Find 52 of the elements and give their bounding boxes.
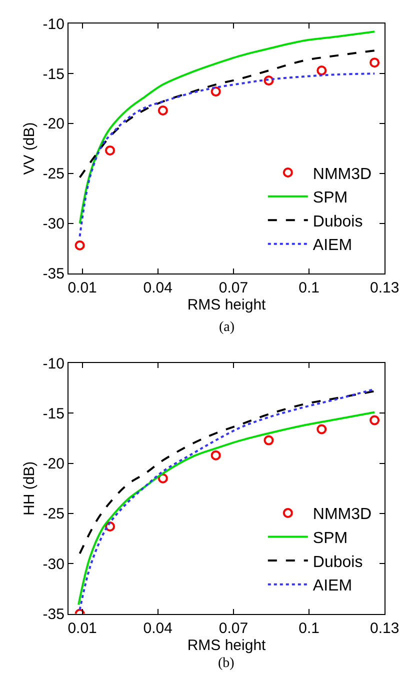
point — [74, 240, 85, 250]
legend-label: NMM3D — [312, 506, 372, 524]
line-series — [78, 390, 376, 555]
x-tick-label: 0.01 — [68, 620, 97, 637]
y-tick-label: -35 — [42, 606, 64, 624]
legend-label: Dubois — [312, 554, 363, 571]
x-tick-label: 0.07 — [218, 279, 248, 296]
y-tick-label: -20 — [42, 456, 64, 473]
legend-label: SPM — [312, 190, 348, 207]
legend-label: Dubois — [312, 213, 363, 230]
point — [210, 86, 221, 97]
point — [316, 424, 327, 434]
x-tick-label: 0.04 — [143, 279, 172, 296]
y-tick-label: -15 — [42, 66, 64, 83]
point — [264, 435, 274, 446]
y-axis-title: HH (dB) — [21, 461, 38, 516]
x-axis-title: RMS height — [187, 296, 267, 314]
x-tick-label: 0.04 — [143, 620, 172, 637]
point — [158, 106, 168, 116]
y-tick-label: -10 — [42, 16, 64, 33]
text: (a) — [219, 320, 235, 335]
y-tick-label: -35 — [42, 266, 64, 283]
line-series — [78, 72, 376, 238]
y-axis-title: VV (dB) — [21, 122, 38, 175]
y-tick-label: -30 — [42, 216, 64, 233]
text: (b) — [218, 656, 235, 671]
point — [105, 522, 116, 532]
x-axis-title: RMS height — [187, 636, 267, 654]
x-tick-label: 0.13 — [370, 620, 400, 637]
y-tick-label: -25 — [42, 506, 64, 523]
legend-label: NMM3D — [312, 166, 372, 183]
point — [264, 76, 274, 86]
legend-label: AIEM — [312, 237, 352, 254]
line-series — [78, 50, 376, 178]
y-tick-label: -25 — [42, 166, 64, 183]
point — [316, 66, 327, 76]
point — [210, 450, 221, 460]
point — [370, 415, 380, 426]
y-tick-label: -10 — [42, 355, 64, 372]
y-tick-label: -15 — [42, 405, 64, 422]
point — [105, 145, 116, 156]
x-tick-label: 0.1 — [298, 279, 320, 296]
x-tick-label: 0.01 — [68, 279, 97, 296]
legend-label: AIEM — [312, 578, 352, 595]
y-tick-label: -30 — [42, 556, 64, 573]
point — [158, 473, 168, 484]
legend-label: SPM — [312, 530, 348, 547]
x-tick-label: 0.13 — [370, 279, 400, 296]
x-tick-label: 0.07 — [218, 620, 248, 637]
x-tick-label: 0.1 — [298, 620, 320, 637]
point — [370, 58, 380, 68]
y-tick-label: -20 — [42, 116, 64, 133]
